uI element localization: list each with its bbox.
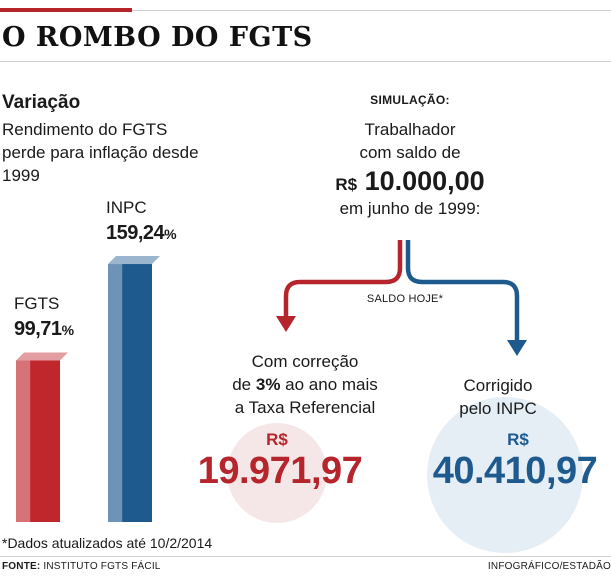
top-rule [0, 10, 611, 11]
simulacao-title: SIMULAÇÃO: [370, 93, 450, 107]
bar-value-unit: % [61, 322, 74, 339]
footnote: *Dados atualizados até 10/2/2014 [2, 535, 213, 551]
saldo-hoje-backdrop [352, 290, 456, 306]
inpc-description: Corrigido pelo INPC [408, 374, 588, 420]
source: FONTE: INSTITUTO FGTS FÁCIL [2, 561, 161, 572]
correcao-line-2-pre: de [232, 375, 256, 394]
credit: INFOGRÁFICO/ESTADÃO [487, 561, 611, 572]
source-text: INSTITUTO FGTS FÁCIL [40, 561, 161, 572]
inpc-line-1: Corrigido [463, 376, 533, 395]
simulacao-line-3: em junho de 1999: [339, 199, 481, 218]
correcao-circle [227, 423, 327, 523]
top-accent-bar [0, 8, 132, 12]
variacao-subtitle: Rendimento do FGTS perde para inflação d… [2, 120, 199, 185]
bar-value-number: 159,24 [106, 222, 165, 245]
blue-arrow-head [507, 340, 527, 356]
correcao-line-2-post: ao ano mais [280, 375, 378, 394]
correcao-description: Com correção de 3% ao ano mais a Taxa Re… [185, 350, 425, 419]
variacao-title: Variação [2, 92, 81, 113]
bar-inpc-side [108, 264, 123, 522]
simulacao-amount-value: 10.000,00 [364, 166, 485, 196]
bar-fgts-top [16, 352, 68, 361]
inpc-circle [427, 397, 583, 553]
correcao-line-2: de 3% ao ano mais [185, 373, 425, 396]
saldo-hoje-label: SALDO HOJE* [366, 293, 444, 305]
title-rule [0, 61, 611, 62]
simulacao-line-2: com saldo de [359, 143, 461, 162]
source-label: FONTE: [2, 561, 41, 572]
red-arrow-path [283, 240, 403, 318]
bar-value-label-inpc: 159,24% [106, 222, 177, 245]
correcao-line-1: Com correção [251, 352, 359, 371]
bar-category-label-fgts: FGTS [14, 294, 60, 314]
simulacao-line-1: Trabalhador [364, 120, 456, 139]
inpc-currency: R$ [507, 430, 529, 449]
headline: O ROMBO DO FGTS [2, 22, 313, 53]
inpc-line-2: pelo INPC [459, 399, 537, 418]
bar-inpc-top [108, 256, 160, 265]
correcao-value: 19.971,97 [197, 450, 363, 492]
blue-arrow-path [405, 240, 520, 342]
bar-inpc [122, 264, 152, 522]
correcao-line-3: a Taxa Referencial [234, 398, 376, 417]
inpc-value: 40.410,97 [432, 450, 598, 492]
footer-rule [0, 556, 611, 557]
bar-value-unit: % [164, 226, 177, 243]
bar-value-number: 99,71 [14, 318, 62, 341]
bar-category-label-inpc: INPC [106, 198, 147, 218]
red-arrow-head [276, 316, 296, 332]
bar-fgts [30, 360, 60, 522]
bar-fgts-side [16, 360, 31, 522]
bar-value-label-fgts: 99,71% [14, 318, 74, 341]
simulacao-amount: R$ 10.000,00 [290, 166, 530, 197]
correcao-rate: 3% [255, 375, 281, 394]
simulacao-currency: R$ [335, 175, 358, 194]
correcao-currency: R$ [266, 430, 288, 449]
